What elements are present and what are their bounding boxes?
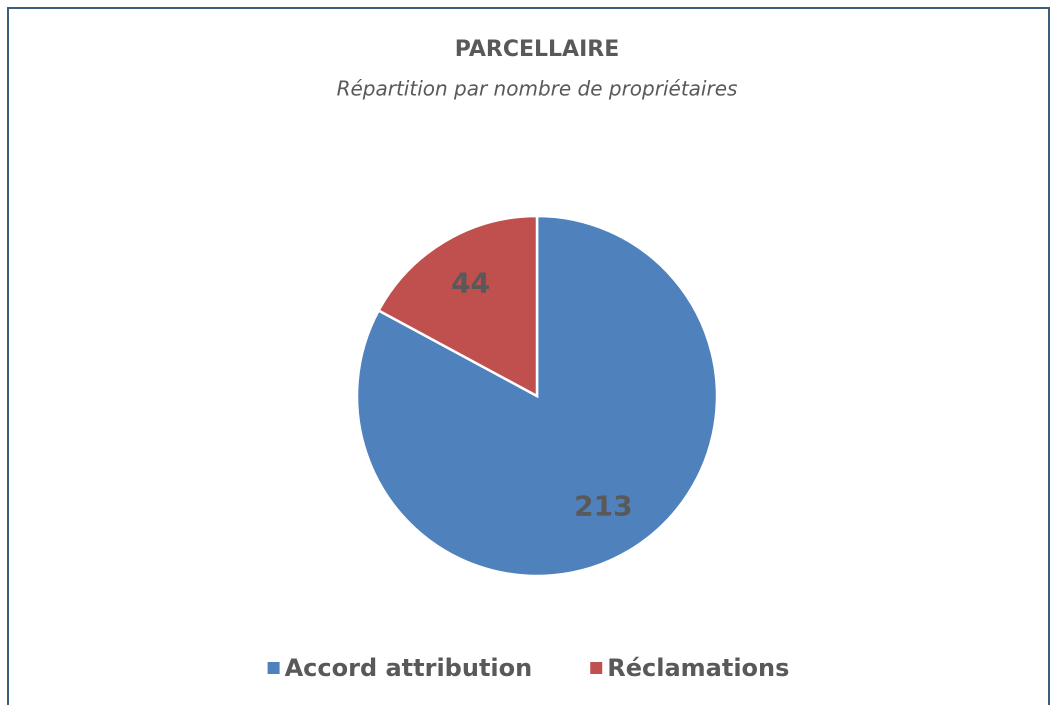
legend-swatch: [590, 662, 603, 674]
chart-title: PARCELLAIRE: [455, 37, 619, 62]
pie-slice: [355, 214, 719, 578]
chart-subtitle: Répartition par nombre de propriétaires: [337, 77, 738, 101]
legend-label: Réclamations: [607, 654, 789, 682]
legend-swatch: [267, 662, 280, 674]
pie-slice: [376, 214, 539, 399]
data-label: 44: [451, 267, 490, 300]
legend-label: Accord attribution: [285, 654, 533, 682]
data-label: 213: [574, 489, 632, 522]
frame: [7, 7, 1050, 705]
